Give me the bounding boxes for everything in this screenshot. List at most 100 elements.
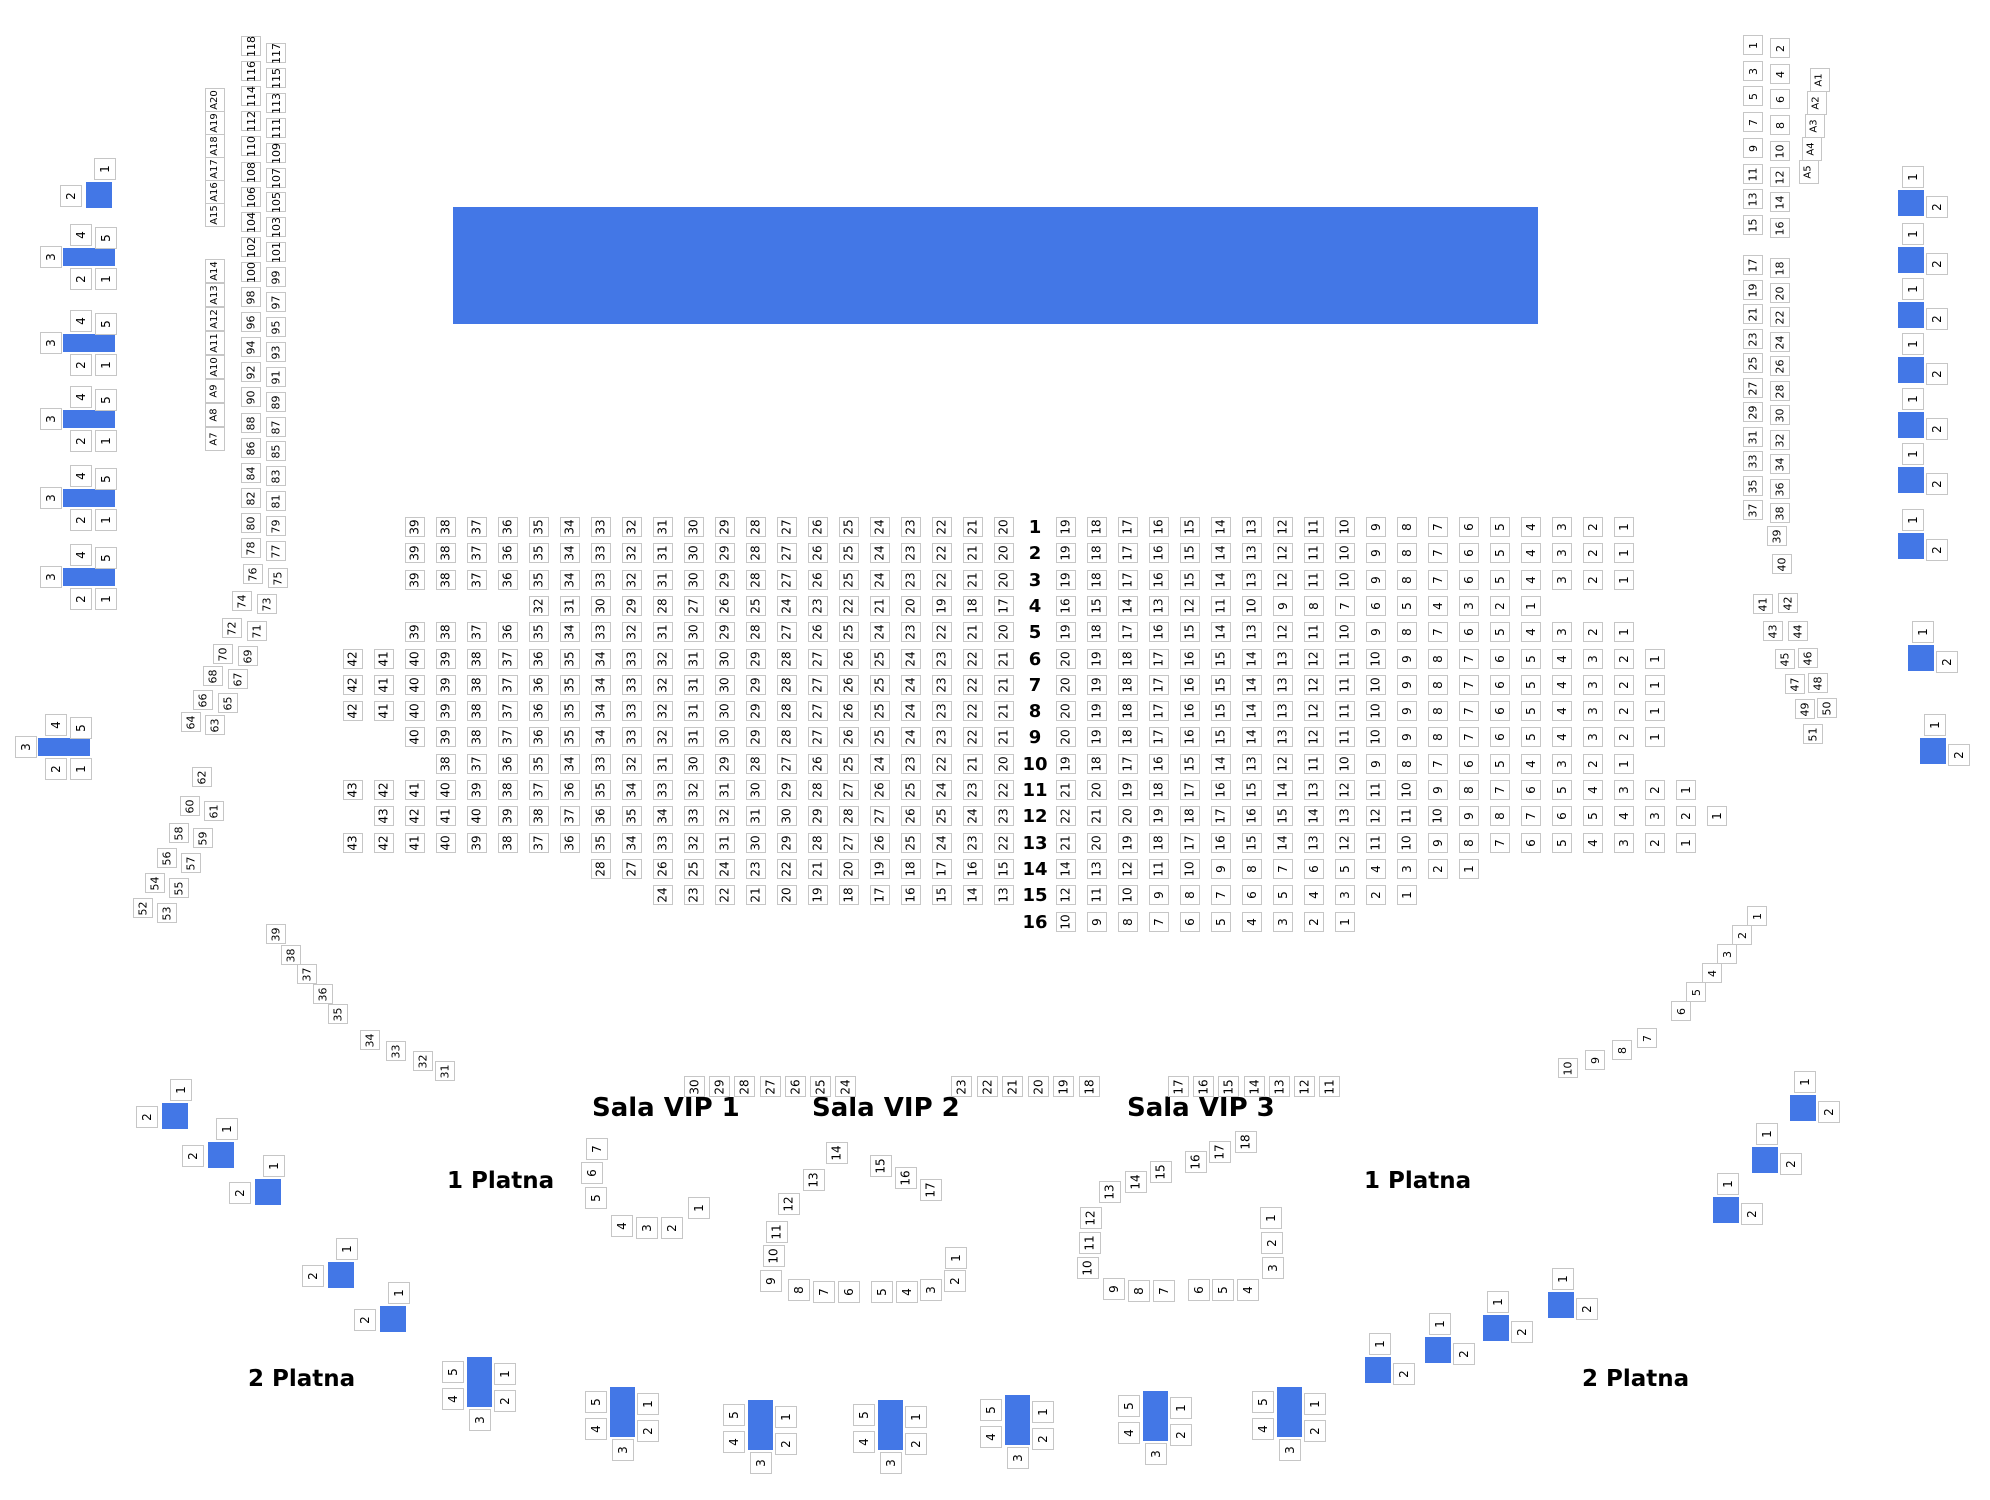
seat[interactable]: 13 xyxy=(1304,780,1324,800)
seat[interactable]: 31 xyxy=(653,543,673,563)
seat[interactable]: 16 xyxy=(1149,622,1169,642)
seat[interactable]: 24 xyxy=(870,517,890,537)
seat[interactable]: 40 xyxy=(1772,554,1792,574)
seat[interactable]: 40 xyxy=(436,780,456,800)
seat[interactable]: 5 xyxy=(1118,1395,1140,1417)
seat[interactable]: 21 xyxy=(994,701,1014,721)
seat[interactable]: 38 xyxy=(1770,503,1790,523)
seat[interactable]: 17 xyxy=(1118,754,1138,774)
seat[interactable]: 4 xyxy=(1304,885,1324,905)
seat[interactable]: 19 xyxy=(1743,280,1763,300)
seat[interactable]: A7 xyxy=(205,427,225,451)
seat[interactable]: 26 xyxy=(839,727,859,747)
seat[interactable]: 37 xyxy=(467,543,487,563)
seat[interactable]: 10 xyxy=(1335,517,1355,537)
seat[interactable]: 27 xyxy=(760,1076,781,1097)
seat[interactable]: 37 xyxy=(498,727,518,747)
seat[interactable]: 21 xyxy=(1056,833,1076,853)
seat[interactable]: 38 xyxy=(498,833,518,853)
seat[interactable]: 33 xyxy=(622,675,642,695)
seat[interactable]: 2 xyxy=(944,1270,966,1292)
seat[interactable]: 10 xyxy=(1077,1257,1099,1279)
seat[interactable]: 6 xyxy=(1490,727,1510,747)
seat[interactable]: 30 xyxy=(684,754,704,774)
seat[interactable]: 21 xyxy=(994,649,1014,669)
seat[interactable]: 10 xyxy=(1335,570,1355,590)
seat[interactable]: 5 xyxy=(1397,596,1417,616)
seat[interactable]: 8 xyxy=(1128,1280,1150,1302)
seat[interactable]: 88 xyxy=(241,413,261,433)
seat[interactable]: 26 xyxy=(808,754,828,774)
seat[interactable]: 10 xyxy=(1558,1058,1578,1078)
seat[interactable]: A19 xyxy=(205,111,225,135)
seat[interactable]: 33 xyxy=(622,701,642,721)
seat[interactable]: 8 xyxy=(1459,833,1479,853)
seat[interactable]: 7 xyxy=(813,1281,835,1303)
seat[interactable]: 23 xyxy=(1743,329,1763,349)
seat[interactable]: 2 xyxy=(1490,596,1510,616)
seat[interactable]: 15 xyxy=(1273,806,1293,826)
seat[interactable]: 4 xyxy=(70,465,92,487)
seat[interactable]: 7 xyxy=(1153,1280,1175,1302)
seat[interactable]: 5 xyxy=(1521,727,1541,747)
seat[interactable]: A20 xyxy=(205,88,225,112)
seat[interactable]: 6 xyxy=(1188,1279,1210,1301)
seat[interactable]: 27 xyxy=(777,570,797,590)
seat[interactable]: 107 xyxy=(266,168,286,189)
seat[interactable]: 4 xyxy=(723,1431,745,1453)
seat[interactable]: 8 xyxy=(1242,859,1262,879)
seat[interactable]: 2 xyxy=(1676,806,1696,826)
seat[interactable]: 33 xyxy=(591,570,611,590)
seat[interactable]: 5 xyxy=(1211,912,1231,932)
seat[interactable]: 30 xyxy=(746,833,766,853)
seat[interactable]: 95 xyxy=(266,317,286,337)
seat[interactable]: 4 xyxy=(585,1418,607,1440)
seat[interactable]: 31 xyxy=(746,806,766,826)
seat[interactable]: 29 xyxy=(622,596,642,616)
seat[interactable]: 4 xyxy=(1521,622,1541,642)
seat[interactable]: 2 xyxy=(1366,885,1386,905)
seat[interactable]: 36 xyxy=(560,833,580,853)
seat[interactable]: 15 xyxy=(1211,701,1231,721)
seat[interactable]: 11 xyxy=(1335,727,1355,747)
seat[interactable]: 31 xyxy=(653,517,673,537)
seat[interactable]: 24 xyxy=(870,622,890,642)
seat[interactable]: 25 xyxy=(839,754,859,774)
seat[interactable]: 10 xyxy=(763,1245,785,1267)
seat[interactable]: 6 xyxy=(1490,649,1510,669)
seat[interactable]: 33 xyxy=(591,754,611,774)
seat[interactable]: 18 xyxy=(901,859,921,879)
seat[interactable]: 21 xyxy=(994,675,1014,695)
seat[interactable]: 2 xyxy=(1926,539,1948,561)
seat[interactable]: 6 xyxy=(1671,1001,1691,1021)
seat[interactable]: 4 xyxy=(611,1215,633,1237)
seat[interactable]: 24 xyxy=(653,885,673,905)
seat[interactable]: 57 xyxy=(181,853,201,873)
seat[interactable]: 11 xyxy=(1304,570,1324,590)
seat[interactable]: 79 xyxy=(266,516,286,536)
seat[interactable]: 4 xyxy=(1702,963,1722,983)
seat[interactable]: 35 xyxy=(622,806,642,826)
seat[interactable]: 1 xyxy=(1902,223,1924,245)
seat[interactable]: 13 xyxy=(1304,833,1324,853)
seat[interactable]: 1 xyxy=(1676,780,1696,800)
seat[interactable]: 36 xyxy=(591,806,611,826)
seat[interactable]: 3 xyxy=(1583,675,1603,695)
seat[interactable]: 37 xyxy=(498,649,518,669)
seat[interactable]: 2 xyxy=(1170,1424,1192,1446)
seat[interactable]: 16 xyxy=(1180,727,1200,747)
seat[interactable]: 1 xyxy=(775,1406,797,1428)
seat[interactable]: 19 xyxy=(1087,675,1107,695)
seat[interactable]: 6 xyxy=(1459,754,1479,774)
seat[interactable]: 8 xyxy=(1428,701,1448,721)
seat[interactable]: 12 xyxy=(1273,622,1293,642)
seat[interactable]: 32 xyxy=(653,701,673,721)
seat[interactable]: 18 xyxy=(1180,806,1200,826)
seat[interactable]: 7 xyxy=(1459,675,1479,695)
seat[interactable]: 102 xyxy=(241,237,261,258)
seat[interactable]: 1 xyxy=(170,1079,192,1101)
seat[interactable]: 19 xyxy=(808,885,828,905)
seat[interactable]: 87 xyxy=(266,417,286,437)
seat[interactable]: 10 xyxy=(1180,859,1200,879)
seat[interactable]: 7 xyxy=(1149,912,1169,932)
